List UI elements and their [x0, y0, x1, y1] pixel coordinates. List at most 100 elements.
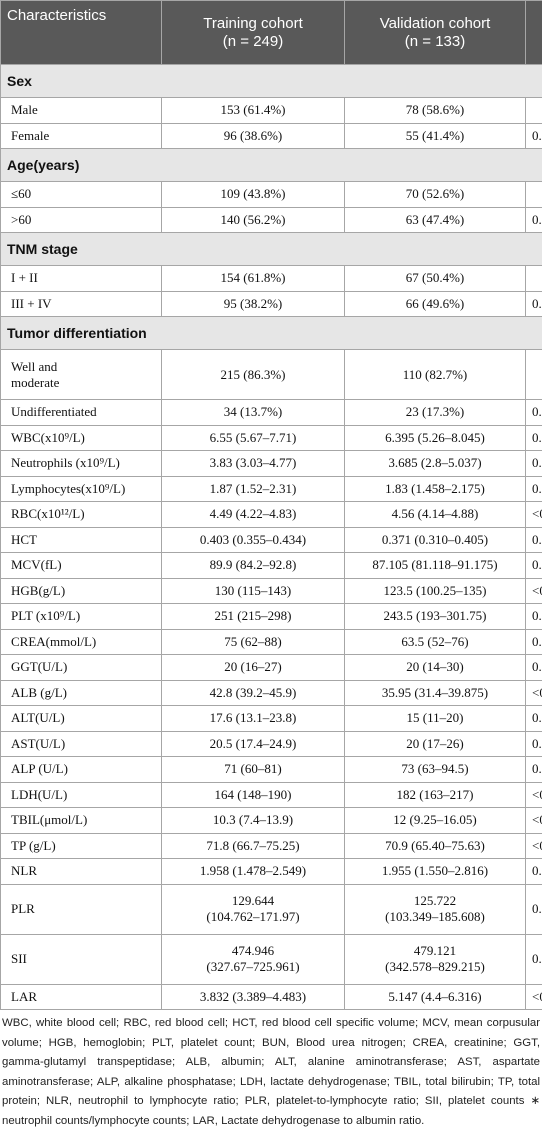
p-value: 0.093 [525, 552, 542, 579]
row-label: ALB (g/L) [0, 679, 162, 706]
cell-line: (104.762–171.97) [206, 909, 300, 924]
row-label: TBIL(μmol/L) [0, 807, 162, 834]
row-label: Female [0, 122, 162, 149]
table-row: PLR 129.644 (104.762–171.97) 125.722 (103.34… [0, 883, 542, 935]
table-row: WBC(x10⁹/L) 6.55 (5.67–7.71) 6.395 (5.26–8… [0, 424, 542, 451]
p-value: <0.001 [525, 577, 542, 604]
cell-value: 164 (148–190) [161, 781, 345, 808]
row-label: SII [0, 933, 162, 985]
table-row: MCV(fL) 89.9 (84.2–92.8) 87.105 (81.118–91… [0, 552, 542, 579]
cell-line: Well and [11, 358, 58, 374]
header-cell: Characteristics [0, 0, 162, 65]
row-label: RBC(x10¹²/L) [0, 501, 162, 528]
row-label: Lymphocytes(x10⁹/L) [0, 475, 162, 502]
header-row: Characteristics Training cohort (n = 249) V… [0, 0, 542, 65]
section-label: Sex [0, 64, 542, 98]
table-row: TBIL(μmol/L) 10.3 (7.4–13.9) 12 (9.25–16.0… [0, 807, 542, 834]
table-row: LAR 3.832 (3.389–4.483) 5.147 (4.4–6.316) <… [0, 983, 542, 1010]
cell-value: 17.6 (13.1–23.8) [161, 705, 345, 732]
cell-value: 95 (38.2%) [161, 290, 345, 317]
p-value: 0.817 [525, 450, 542, 477]
cell-value: 20.5 (17.4–24.9) [161, 730, 345, 757]
cell-value: 0.371 (0.310–0.405) [344, 526, 526, 553]
header-cell: Validation cohort (n = 133) [344, 0, 526, 65]
cell-value: 1.87 (1.52–2.31) [161, 475, 345, 502]
cell-value: 70.9 (65.40–75.63) [344, 832, 526, 859]
row-label: ALP (U/L) [0, 756, 162, 783]
cell-value: 0.403 (0.355–0.434) [161, 526, 345, 553]
cell-value: 15 (11–20) [344, 705, 526, 732]
p-value: 0.098 [525, 206, 542, 233]
row-label: ≤60 [0, 181, 162, 208]
cell-value: 63 (47.4%) [344, 206, 526, 233]
table-row: Tumor differentiation [0, 316, 542, 350]
p-value: <0.001 [525, 679, 542, 706]
table-row: ≤60 109 (43.8%) 70 (52.6%) [0, 181, 542, 208]
cell-value: 10.3 (7.4–13.9) [161, 807, 345, 834]
table-row: AST(U/L)20.5 (17.4–24.9)20 (17–26)0.949 [0, 730, 542, 757]
cell-value: 4.56 (4.14–4.88) [344, 501, 526, 528]
table-row: CREA(mmol/L)75 (62–88)63.5 (52–76)0.013 [0, 628, 542, 655]
table-row: Male 153 (61.4%) 78 (58.6%) [0, 97, 542, 124]
row-label: NLR [0, 858, 162, 885]
data-table: Characteristics Training cohort (n = 249) V… [0, 0, 542, 1010]
cell-value: 20 (14–30) [344, 654, 526, 681]
cell-value: 4.49 (4.22–4.83) [161, 501, 345, 528]
cell-value: 42.8 (39.2–45.9) [161, 679, 345, 706]
table-row: SII 474.946 (327.67–725.961) 479.121 (342.57… [0, 933, 542, 985]
cell-value: 20 (17–26) [344, 730, 526, 757]
row-label: ALT(U/L) [0, 705, 162, 732]
cell-value: 6.395 (5.26–8.045) [344, 424, 526, 451]
cell-value: 3.832 (3.389–4.483) [161, 983, 345, 1010]
cell-value: 71.8 (66.7–75.25) [161, 832, 345, 859]
p-value: 0.741 [525, 654, 542, 681]
p-value: 0.594 [525, 122, 542, 149]
table-row: Age(years) [0, 148, 542, 182]
cell-value: 153 (61.4%) [161, 97, 345, 124]
cell-line: Validation cohort [379, 14, 491, 32]
cell-value: 129.644 (104.762–171.97) [161, 883, 345, 935]
row-label: Male [0, 97, 162, 124]
cell-value: 87.105 (81.118–91.175) [344, 552, 526, 579]
cell-value: 243.5 (193–301.75) [344, 603, 526, 630]
row-label: Well and moderate [0, 349, 162, 400]
cell-line: (327.67–725.961) [206, 959, 300, 974]
table-row: RBC(x10¹²/L) 4.49 (4.22–4.83) 4.56 (4.14–4… [0, 501, 542, 528]
p-value [525, 181, 542, 208]
cell-value: 89.9 (84.2–92.8) [161, 552, 345, 579]
p-value: 0.342 [525, 399, 542, 426]
p-value: 0.119 [525, 705, 542, 732]
row-label: HGB(g/L) [0, 577, 162, 604]
p-value: 0.949 [525, 730, 542, 757]
cell-line: (n = 249) [222, 32, 284, 50]
cell-value: 23 (17.3%) [344, 399, 526, 426]
p-value: 0.013 [525, 628, 542, 655]
table-row: ALT(U/L)17.6 (13.1–23.8)15 (11–20)0.119 [0, 705, 542, 732]
p-value: 0.807 [525, 883, 542, 935]
row-label: HCT [0, 526, 162, 553]
section-label: Age(years) [0, 148, 542, 182]
footnote: WBC, white blood cell; RBC, red blood ce… [2, 1017, 540, 1127]
cell-value: 251 (215–298) [161, 603, 345, 630]
row-label: MCV(fL) [0, 552, 162, 579]
cell-value: 5.147 (4.4–6.316) [344, 983, 526, 1010]
cell-line: Training cohort [203, 14, 303, 32]
row-label: I + II [0, 265, 162, 292]
p-value: <0.001 [525, 832, 542, 859]
row-label: PLR [0, 883, 162, 935]
row-label: TP (g/L) [0, 832, 162, 859]
cell-value: 35.95 (31.4–39.875) [344, 679, 526, 706]
table-row: HGB(g/L) 130 (115–143) 123.5 (100.25–135) <… [0, 577, 542, 604]
cell-value: 125.722 (103.349–185.608) [344, 883, 526, 935]
table-row: TP (g/L) 71.8 (66.7–75.25) 70.9 (65.40–75.… [0, 832, 542, 859]
row-label: III + IV [0, 290, 162, 317]
cell-value: 109 (43.8%) [161, 181, 345, 208]
section-label: Tumor differentiation [0, 316, 542, 350]
cell-line: 479.121 [413, 943, 457, 958]
cell-value: 110 (82.7%) [344, 349, 526, 400]
cell-value: 67 (50.4%) [344, 265, 526, 292]
